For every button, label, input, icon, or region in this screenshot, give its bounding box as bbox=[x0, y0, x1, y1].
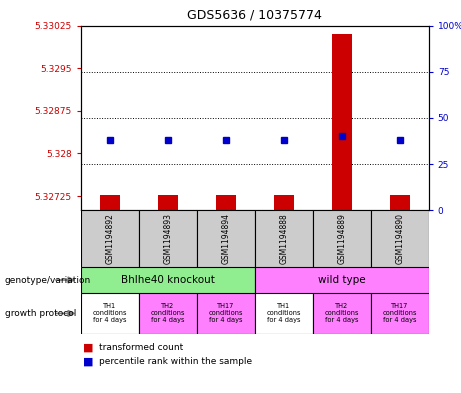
Text: growth protocol: growth protocol bbox=[5, 309, 76, 318]
Bar bbox=[331, 34, 352, 210]
Text: GSM1194889: GSM1194889 bbox=[337, 213, 346, 264]
Text: GSM1194894: GSM1194894 bbox=[221, 213, 230, 264]
Text: percentile rank within the sample: percentile rank within the sample bbox=[99, 357, 252, 366]
Text: Bhlhe40 knockout: Bhlhe40 knockout bbox=[121, 275, 215, 285]
Text: wild type: wild type bbox=[318, 275, 366, 285]
Bar bbox=[139, 293, 197, 334]
Bar bbox=[255, 210, 313, 267]
Bar bbox=[313, 210, 371, 267]
Text: TH17
conditions
for 4 days: TH17 conditions for 4 days bbox=[383, 303, 417, 323]
Text: GSM1194892: GSM1194892 bbox=[105, 213, 114, 264]
Text: ■: ■ bbox=[83, 356, 94, 367]
Bar bbox=[139, 210, 197, 267]
Bar bbox=[390, 195, 410, 210]
Bar bbox=[81, 267, 255, 293]
Bar bbox=[313, 293, 371, 334]
Bar bbox=[273, 195, 294, 210]
Text: TH17
conditions
for 4 days: TH17 conditions for 4 days bbox=[208, 303, 243, 323]
Text: TH2
conditions
for 4 days: TH2 conditions for 4 days bbox=[325, 303, 359, 323]
Bar bbox=[100, 195, 120, 210]
Bar bbox=[371, 293, 429, 334]
Bar bbox=[81, 293, 139, 334]
Bar bbox=[197, 210, 255, 267]
Text: TH2
conditions
for 4 days: TH2 conditions for 4 days bbox=[150, 303, 185, 323]
Text: GSM1194890: GSM1194890 bbox=[395, 213, 404, 264]
Bar bbox=[255, 267, 429, 293]
Bar bbox=[216, 195, 236, 210]
Text: ■: ■ bbox=[83, 343, 94, 353]
Bar bbox=[371, 210, 429, 267]
Text: TH1
conditions
for 4 days: TH1 conditions for 4 days bbox=[266, 303, 301, 323]
Bar bbox=[197, 293, 255, 334]
Text: TH1
conditions
for 4 days: TH1 conditions for 4 days bbox=[92, 303, 127, 323]
Bar bbox=[158, 195, 178, 210]
Text: GSM1194893: GSM1194893 bbox=[163, 213, 172, 264]
Bar bbox=[255, 293, 313, 334]
Bar bbox=[81, 210, 139, 267]
Text: GSM1194888: GSM1194888 bbox=[279, 213, 288, 264]
Text: transformed count: transformed count bbox=[99, 343, 183, 352]
Text: genotype/variation: genotype/variation bbox=[5, 275, 91, 285]
Title: GDS5636 / 10375774: GDS5636 / 10375774 bbox=[187, 9, 322, 22]
